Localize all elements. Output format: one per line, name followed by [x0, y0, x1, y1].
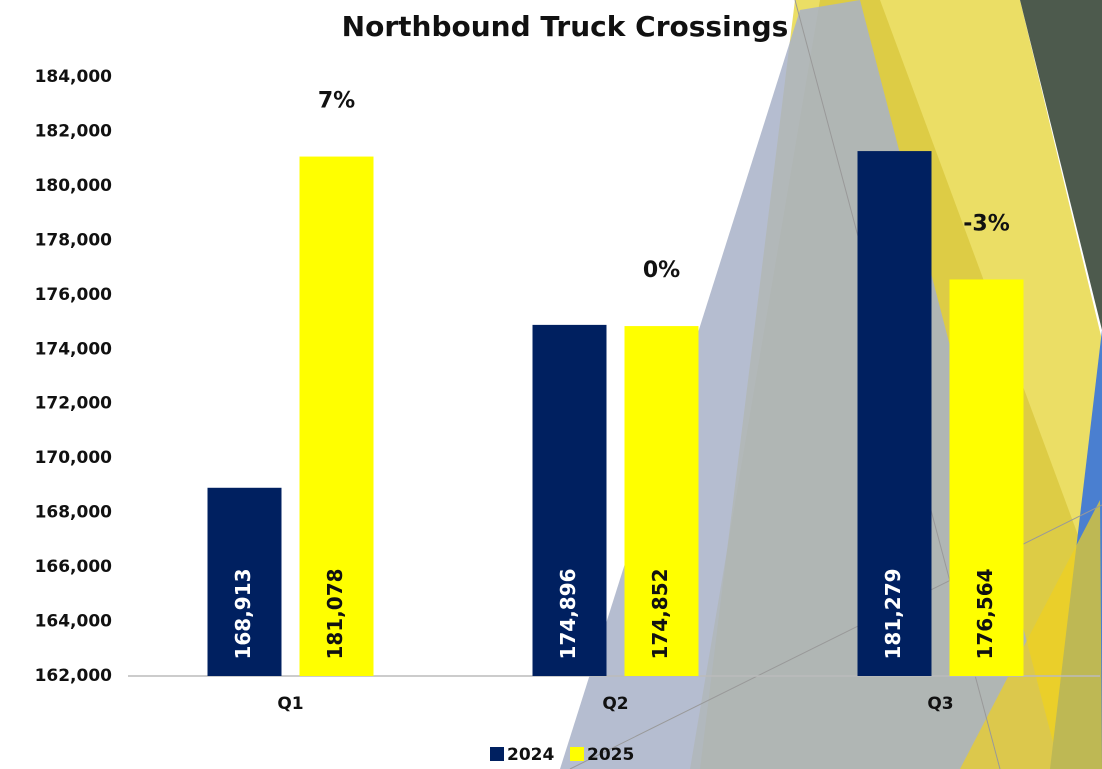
value-label: 176,564: [973, 568, 997, 659]
y-tick-label: 168,000: [35, 503, 113, 523]
value-label: 181,078: [323, 568, 347, 659]
legend-swatch: [490, 747, 504, 761]
x-tick-label: Q3: [927, 694, 953, 714]
y-tick-label: 174,000: [35, 339, 113, 359]
change-label: 7%: [318, 89, 355, 114]
chart-title: Northbound Truck Crossings: [342, 10, 789, 43]
value-label: 174,852: [648, 568, 672, 659]
y-tick-label: 180,000: [35, 176, 113, 196]
y-tick-label: 164,000: [35, 612, 113, 632]
value-label: 168,913: [231, 568, 255, 659]
y-tick-label: 182,000: [35, 121, 113, 141]
value-label: 174,896: [556, 568, 580, 659]
legend-swatch: [570, 747, 584, 761]
legend-label: 2024: [507, 745, 554, 765]
y-tick-label: 172,000: [35, 394, 113, 414]
y-tick-label: 178,000: [35, 230, 113, 250]
legend-label: 2025: [587, 745, 634, 765]
y-tick-label: 184,000: [35, 67, 113, 87]
change-label: 0%: [643, 258, 680, 283]
chart: Northbound Truck Crossings 162,000 164,00…: [0, 0, 1102, 769]
y-tick-label: 166,000: [35, 557, 113, 577]
y-tick-label: 176,000: [35, 285, 113, 305]
y-tick-label: 170,000: [35, 448, 113, 468]
value-label: 181,279: [881, 568, 905, 659]
change-label: -3%: [963, 211, 1009, 236]
y-tick-label: 162,000: [35, 666, 113, 686]
x-tick-label: Q2: [602, 694, 628, 714]
x-tick-label: Q1: [277, 694, 303, 714]
